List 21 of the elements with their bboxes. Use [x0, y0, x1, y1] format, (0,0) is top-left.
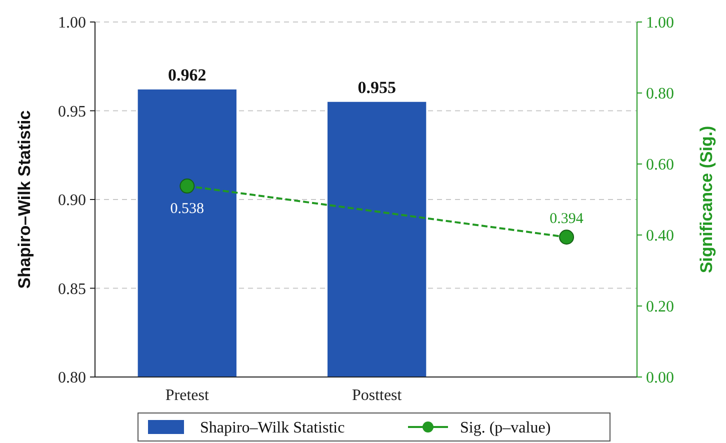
data-label: 0.962 [168, 65, 206, 84]
y-tick-label: 0.85 [58, 280, 86, 298]
y-tick-label: 1.00 [58, 14, 86, 32]
x-tick-label: Pretest [165, 387, 210, 404]
y2-tick-label: 0.40 [646, 228, 674, 245]
x-tick-label: Posttest [352, 387, 402, 404]
y-axis-title: Shapiro–Wilk Statistic [15, 110, 34, 289]
data-label: 0.538 [170, 201, 204, 218]
y2-tick-label: 0.60 [646, 156, 674, 174]
y2-tick-label: 0.00 [646, 370, 674, 387]
legend-label: Sig. (p–value) [460, 420, 551, 437]
y2-tick-label: 0.80 [646, 86, 674, 103]
y2-tick-label: 0.20 [646, 298, 674, 316]
y-tick-label: 0.90 [58, 192, 86, 210]
data-label: 0.955 [358, 78, 396, 97]
y-tick-label: 0.80 [58, 370, 86, 387]
y2-axis-title: Significance (Sig.) [697, 126, 716, 274]
data-label: 0.394 [550, 211, 584, 228]
y-tick-label: 0.95 [58, 103, 86, 120]
legend-label: Shapiro–Wilk Statistic [200, 420, 345, 437]
y2-tick-label: 1.00 [646, 14, 674, 32]
